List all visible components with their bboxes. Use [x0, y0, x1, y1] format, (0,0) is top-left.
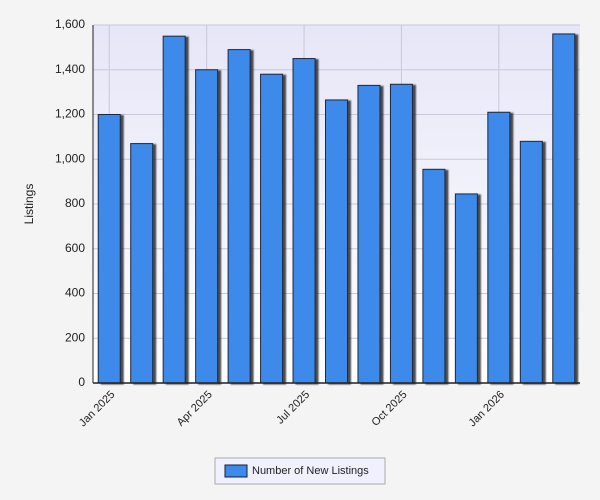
legend: Number of New Listings: [214, 457, 386, 485]
y-tick-label: 1,400: [55, 62, 85, 76]
x-tick-label: Jan 2026: [467, 389, 507, 429]
bar: [130, 143, 154, 384]
bar: [97, 114, 121, 384]
bar: [162, 35, 186, 384]
bar: [260, 73, 284, 384]
y-tick-label: 400: [65, 286, 85, 300]
y-tick-label: 0: [78, 375, 85, 389]
bar: [519, 140, 543, 384]
bar: [292, 58, 316, 384]
bar: [389, 83, 413, 384]
x-tick-label: Apr 2025: [175, 389, 215, 429]
bar: [195, 69, 219, 384]
y-axis-title: Listings: [22, 184, 36, 225]
y-tick-label: 200: [65, 330, 85, 344]
bar: [325, 99, 348, 384]
y-tick-label: 1,000: [55, 151, 85, 165]
y-tick-label: 600: [65, 241, 85, 255]
bar: [422, 168, 446, 384]
bar: [227, 49, 251, 384]
bar: [357, 84, 381, 384]
x-tick-label: Oct 2025: [370, 389, 410, 429]
bar: [552, 33, 576, 384]
y-tick-label: 800: [65, 196, 85, 210]
legend-label: Number of New Listings: [252, 465, 369, 477]
y-tick-label: 1,200: [55, 107, 85, 121]
bar: [454, 193, 478, 384]
bar: [487, 111, 511, 384]
y-tick-label: 1,600: [55, 17, 85, 31]
legend-swatch: [224, 464, 248, 478]
x-tick-label: Jan 2025: [77, 389, 117, 429]
x-tick-label: Jul 2025: [274, 389, 312, 427]
